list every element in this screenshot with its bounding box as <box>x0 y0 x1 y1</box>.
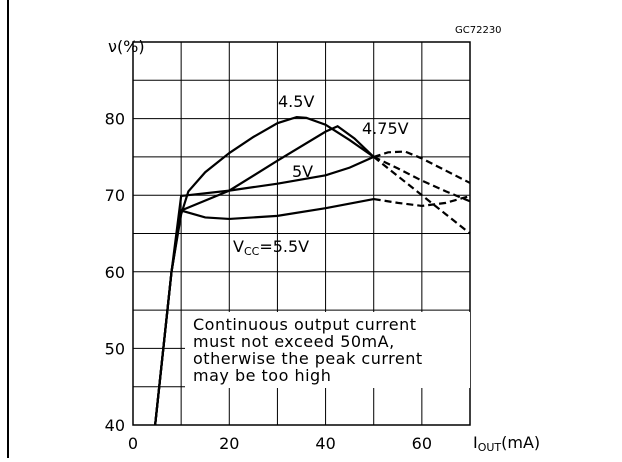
series-line <box>154 197 374 426</box>
series-line-estimated <box>373 150 471 184</box>
note-line: must not exceed 50mA, <box>193 332 395 351</box>
series-label: 5.5V <box>273 237 309 256</box>
y-tick-label: 60 <box>105 263 125 282</box>
vcc-label: VCC=5.5V <box>233 237 309 258</box>
figure-code: GC72230 <box>455 25 502 36</box>
x-label-sub: OUT <box>478 441 502 454</box>
x-label-unit: (mA) <box>501 433 540 452</box>
x-tick-label: 40 <box>315 434 335 453</box>
note-line: may be too high <box>193 366 331 385</box>
series-line-estimated <box>373 194 471 208</box>
vcc-eq: = <box>259 237 272 256</box>
series-line-estimated <box>373 156 471 235</box>
series-line-estimated <box>373 155 471 203</box>
x-tick-label: 0 <box>128 434 138 453</box>
y-tick-label: 40 <box>105 416 125 435</box>
series-label: 4.75V <box>362 119 409 138</box>
vcc-main: V <box>233 237 244 256</box>
series-label: 5V <box>292 162 313 181</box>
note-line: Continuous output current <box>193 315 417 334</box>
note-box <box>185 312 470 388</box>
series-label: 4.5V <box>278 92 314 111</box>
x-tick-label: 20 <box>219 434 239 453</box>
y-tick-label: 50 <box>105 339 125 358</box>
y-axis-label: ν(%) <box>108 37 145 56</box>
x-tick-label: 60 <box>412 434 432 453</box>
vcc-sub: CC <box>244 245 260 258</box>
x-label-main: I <box>473 433 478 452</box>
y-tick-label: 70 <box>105 186 125 205</box>
y-tick-label: 80 <box>105 110 125 129</box>
note-line: otherwise the peak current <box>193 349 423 368</box>
x-axis-label: IOUT(mA) <box>473 433 540 454</box>
